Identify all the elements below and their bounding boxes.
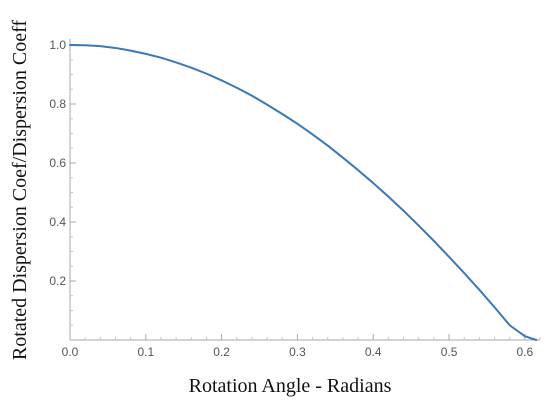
y-axis-title: Rotated Dispersion Coef/Dispersion Coeff xyxy=(9,20,31,360)
y-tick-label: 0.4 xyxy=(49,215,66,229)
y-tick-label: 0.8 xyxy=(49,97,66,111)
series-group xyxy=(69,44,538,341)
tick-labels: 0.0 0.1 0.2 0.3 0.4 0.5 0.6 0.2 0.4 0.6 0.8 1.0 xyxy=(49,38,533,359)
ticks xyxy=(69,44,541,340)
x-tick-label: 0.2 xyxy=(213,345,230,359)
axes xyxy=(69,39,540,341)
x-tick-label: 0.1 xyxy=(137,345,154,359)
y-tick-label: 0.2 xyxy=(49,274,66,288)
x-tick-label: 0.4 xyxy=(365,345,382,359)
x-tick-label: 0.6 xyxy=(516,345,533,359)
x-axis-title: Rotation Angle - Radians xyxy=(189,375,392,397)
x-tick-label: 0.0 xyxy=(62,345,79,359)
series-line xyxy=(69,44,538,341)
y-tick-label: 0.6 xyxy=(49,156,66,170)
x-tick-label: 0.3 xyxy=(289,345,306,359)
y-tick-label: 1.0 xyxy=(49,38,66,52)
x-tick-label: 0.5 xyxy=(441,345,458,359)
